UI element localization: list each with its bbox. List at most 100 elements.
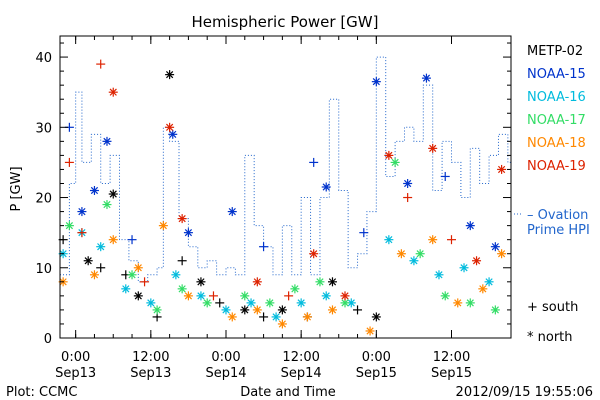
- marker-stroke: [429, 144, 437, 152]
- y-tick-label: 0: [44, 332, 52, 347]
- south-marker: [440, 171, 450, 181]
- marker-stroke: [253, 278, 261, 286]
- marker-stroke: [422, 74, 431, 82]
- north-marker: [183, 228, 193, 238]
- marker-stroke: [278, 320, 286, 328]
- marker-stroke: [272, 313, 280, 321]
- marker-stroke: [404, 179, 412, 188]
- north-marker: [371, 77, 381, 87]
- marker-stroke: [385, 151, 393, 160]
- x-tick-label-time: 12:00: [132, 350, 169, 365]
- north-marker: [183, 291, 193, 301]
- marker-stroke: [297, 299, 305, 307]
- north-marker: [309, 249, 319, 259]
- north-marker: [484, 277, 494, 287]
- marker-stroke: [310, 250, 318, 258]
- north-marker: [290, 284, 300, 294]
- north-marker: [428, 143, 438, 153]
- legend-ovation-label: – Ovation: [527, 208, 588, 223]
- marker-stroke: [90, 271, 99, 279]
- x-tick-label-date: Sep13: [55, 366, 96, 381]
- marker-stroke: [341, 299, 349, 307]
- marker-stroke: [278, 306, 286, 314]
- south-marker: [64, 157, 74, 167]
- north-marker: [102, 136, 112, 146]
- plot-frame: [59, 35, 512, 339]
- south-marker: [353, 305, 363, 315]
- north-marker: [246, 298, 256, 308]
- x-tick-label-time: 12:00: [282, 350, 319, 365]
- marker-stroke: [485, 278, 493, 286]
- marker-stroke: [78, 207, 86, 216]
- marker-stroke: [197, 278, 205, 286]
- south-marker: [259, 242, 269, 252]
- marker-stroke: [197, 292, 205, 300]
- north-marker: [89, 270, 99, 280]
- x-tick-label-date: Sep15: [431, 366, 472, 381]
- marker-stroke: [90, 186, 99, 195]
- north-marker: [277, 319, 287, 329]
- x-tick-label-date: Sep13: [130, 366, 171, 381]
- south-marker: [208, 291, 218, 301]
- north-marker: [202, 298, 212, 308]
- marker-stroke: [472, 257, 481, 265]
- credit-label: Plot: CCMC: [6, 385, 77, 400]
- marker-stroke: [466, 222, 474, 230]
- north-marker: [196, 277, 206, 287]
- north-marker: [108, 189, 118, 199]
- marker-stroke: [366, 327, 374, 335]
- north-marker: [340, 291, 350, 301]
- legend-marker-label: * north: [527, 330, 573, 345]
- marker-stroke: [322, 183, 330, 191]
- south-marker: [96, 263, 106, 273]
- marker-stroke: [84, 257, 92, 265]
- marker-stroke: [97, 243, 105, 251]
- north-marker: [121, 284, 131, 294]
- ovation-hpi-line: [60, 56, 511, 283]
- marker-stroke: [397, 250, 406, 258]
- marker-stroke: [391, 158, 399, 167]
- legend-series-label: METP-02: [527, 44, 583, 59]
- marker-stroke: [65, 222, 74, 230]
- chart-title: Hemispheric Power [GW]: [192, 13, 379, 31]
- marker-stroke: [497, 165, 506, 174]
- north-marker: [296, 298, 306, 308]
- north-marker: [265, 298, 275, 308]
- marker-stroke: [316, 278, 324, 286]
- north-marker: [384, 235, 394, 245]
- x-tick-label-date: Sep14: [281, 366, 322, 381]
- north-marker: [409, 256, 419, 266]
- north-marker: [171, 270, 181, 280]
- north-marker: [497, 249, 507, 259]
- north-marker: [315, 277, 325, 287]
- marker-stroke: [153, 306, 161, 314]
- y-tick-label: 40: [35, 51, 52, 66]
- north-marker: [421, 73, 431, 83]
- marker-stroke: [222, 306, 230, 314]
- north-marker: [302, 312, 312, 322]
- north-marker: [89, 186, 99, 196]
- legend-series-label: NOAA-18: [527, 136, 586, 151]
- north-marker: [252, 305, 262, 315]
- north-marker: [384, 150, 394, 160]
- north-marker: [428, 235, 438, 245]
- north-marker: [321, 182, 331, 192]
- north-marker: [497, 164, 507, 174]
- north-marker: [459, 263, 469, 273]
- x-tick-label-time: 12:00: [433, 350, 470, 365]
- south-marker: [96, 59, 106, 69]
- north-marker: [227, 207, 237, 217]
- marker-stroke: [491, 243, 499, 251]
- marker-stroke: [416, 250, 424, 258]
- south-marker: [77, 228, 87, 238]
- legend-marker-label: + south: [527, 300, 578, 315]
- north-marker: [133, 263, 143, 273]
- marker-stroke: [109, 190, 117, 198]
- north-marker: [403, 178, 413, 188]
- north-marker: [240, 291, 250, 301]
- legend-series-label: NOAA-16: [527, 90, 586, 105]
- marker-stroke: [178, 285, 186, 293]
- north-marker: [277, 305, 287, 315]
- north-marker: [465, 298, 475, 308]
